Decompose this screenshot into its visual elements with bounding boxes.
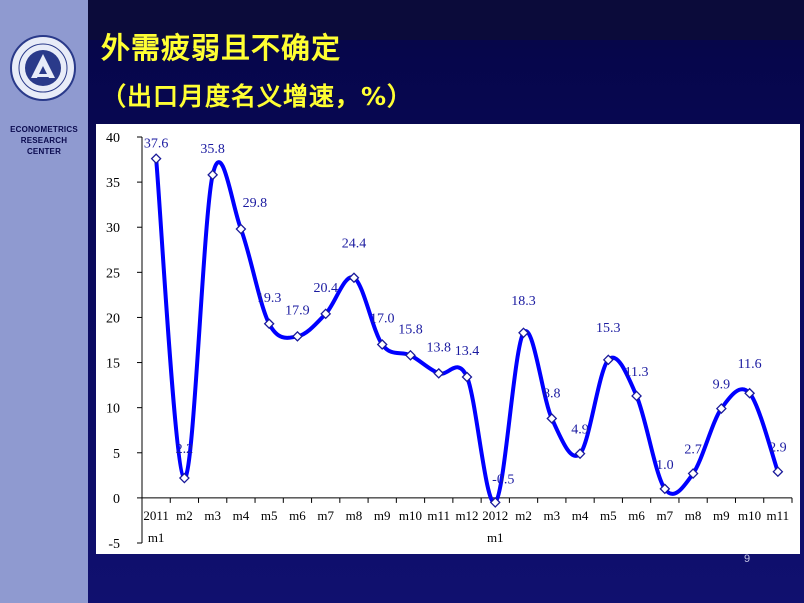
export-growth-chart: -5 0 5 10 15 20 25 30 35 40 2011 m1 m2 m3 m4 m5 m6 m7 m8 m9… <box>106 131 793 552</box>
y-tick-label: 10 <box>106 402 120 417</box>
data-label: 35.8 <box>200 142 225 157</box>
data-point <box>235 223 247 235</box>
x-tick-label: m5 <box>261 508 278 523</box>
x-tick-label: m7 <box>657 508 674 523</box>
x-tick-label: m2 <box>515 508 532 523</box>
data-point <box>263 318 275 330</box>
research-center-name: ECONOMETRICS RESEARCH CENTER <box>0 124 88 157</box>
chart-area: -5 0 5 10 15 20 25 30 35 40 2011 m1 m2 m3 m4 m5 m6 m7 m8 m9… <box>96 124 800 554</box>
series-line <box>154 158 780 505</box>
x-tick-label: m5 <box>600 508 617 523</box>
data-point <box>518 327 529 339</box>
data-label: 11.3 <box>625 365 649 380</box>
data-label: 17.9 <box>285 303 310 318</box>
data-label: 1.0 <box>656 458 674 473</box>
y-tick-label: 40 <box>106 131 120 146</box>
data-label: 18.3 <box>511 294 536 309</box>
y-tick-label: 15 <box>106 357 120 372</box>
x-tick-label: 2012 <box>482 508 508 523</box>
data-point <box>546 413 558 424</box>
data-label: 37.6 <box>144 137 169 152</box>
data-label: 8.8 <box>543 386 561 401</box>
x-tick-label: m11 <box>767 508 790 523</box>
data-point <box>659 483 671 495</box>
data-label: 24.4 <box>342 237 367 252</box>
x-tick-label: m6 <box>289 508 306 523</box>
data-label: 13.4 <box>455 344 480 359</box>
y-tick-label: -5 <box>108 537 120 552</box>
center-name-line: ECONOMETRICS <box>10 125 78 134</box>
x-tick-label: m11 <box>427 508 450 523</box>
data-point <box>574 448 586 460</box>
data-label: 9.9 <box>713 378 731 393</box>
data-point <box>631 390 642 402</box>
sidebar: ECONOMETRICS RESEARCH CENTER <box>0 0 88 603</box>
page-number: 9 <box>744 553 751 565</box>
data-label: 2.7 <box>684 443 702 458</box>
slide-title: 外需疲弱且不确定 <box>101 31 342 65</box>
x-tick-label: m10 <box>738 508 761 523</box>
x-tick-label: m10 <box>399 508 422 523</box>
center-name-line: CENTER <box>26 147 62 156</box>
data-point <box>715 403 727 414</box>
center-name-line: RESEARCH <box>20 136 68 145</box>
x-tick-label: m3 <box>543 508 560 523</box>
x-tick-label: m1 <box>487 530 504 545</box>
data-label: 2.2 <box>176 442 194 457</box>
slide-subtitle: （出口月度名义增速，%） <box>101 82 414 111</box>
institute-logo <box>10 35 76 101</box>
data-point <box>150 153 162 165</box>
y-tick-label: 20 <box>106 311 120 326</box>
y-tick-label: 25 <box>106 266 120 281</box>
data-label: 13.8 <box>426 340 451 355</box>
data-label: 4.9 <box>571 423 589 438</box>
data-label: -0.5 <box>492 472 514 487</box>
data-point <box>489 496 501 508</box>
x-tick-label: m3 <box>204 508 221 523</box>
y-tick-label: 30 <box>106 221 120 236</box>
x-tick-label: m9 <box>374 508 391 523</box>
x-tick-label: m8 <box>346 508 363 523</box>
x-tick-label: m1 <box>148 530 165 545</box>
data-point <box>461 371 473 383</box>
data-label: 20.4 <box>313 281 338 296</box>
y-tick-label: 0 <box>113 492 120 507</box>
data-label: 15.8 <box>398 322 423 337</box>
data-point <box>376 339 388 350</box>
x-tick-label: m4 <box>572 508 589 523</box>
data-point <box>687 468 699 479</box>
data-point <box>433 367 445 379</box>
data-point <box>602 354 614 366</box>
data-point <box>320 308 332 320</box>
data-label: 17.0 <box>370 312 395 327</box>
data-point <box>405 349 416 361</box>
data-point <box>744 387 756 399</box>
data-point <box>772 466 784 478</box>
data-label: 19.3 <box>257 291 282 306</box>
x-tick-label: m9 <box>713 508 730 523</box>
y-tick-label: 35 <box>106 176 120 191</box>
top-band <box>88 0 804 40</box>
data-label: 29.8 <box>243 196 267 211</box>
x-tick-label: m12 <box>455 508 478 523</box>
x-tick-label: m4 <box>233 508 250 523</box>
data-point <box>207 169 219 181</box>
data-point <box>348 272 360 284</box>
x-tick-label: m8 <box>685 508 702 523</box>
y-tick-label: 5 <box>113 447 120 462</box>
data-point <box>178 472 190 484</box>
data-label: 11.6 <box>738 357 762 372</box>
data-label: 2.9 <box>769 441 787 456</box>
x-tick-label: m6 <box>628 508 645 523</box>
x-tick-label: 2011 <box>143 508 169 523</box>
data-point <box>292 330 303 342</box>
data-label: 15.3 <box>596 321 621 336</box>
x-tick-label: m2 <box>176 508 193 523</box>
x-tick-label: m7 <box>317 508 334 523</box>
